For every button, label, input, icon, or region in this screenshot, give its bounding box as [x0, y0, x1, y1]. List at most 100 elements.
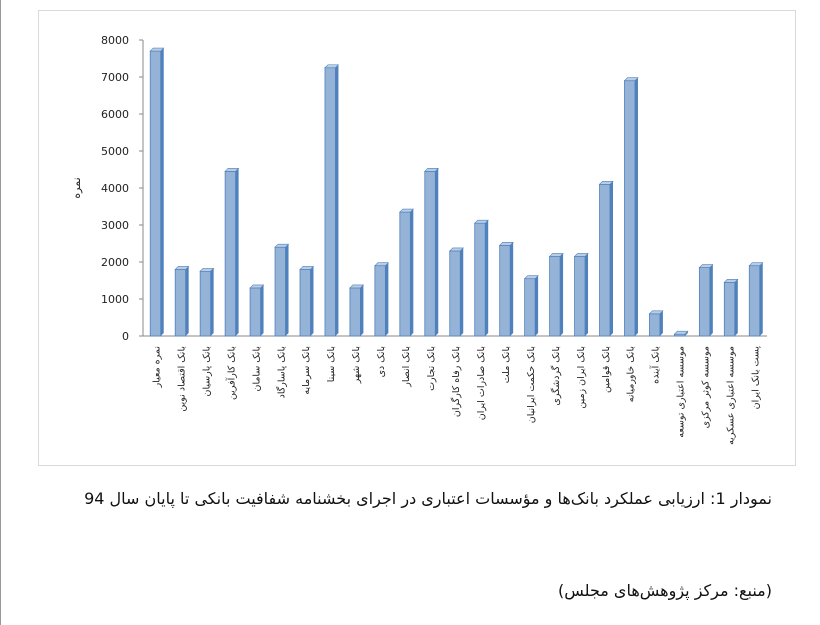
bar-top [449, 247, 464, 252]
x-tick-label: بانک قوامین [601, 346, 612, 393]
y-tick-label: 1000 [101, 293, 129, 306]
y-tick-label: 0 [122, 330, 129, 343]
source: (منبع: مرکز پژوهش‌های مجلس) [558, 581, 772, 600]
bar-top [299, 266, 315, 270]
x-tick-label: بانک اقتصاد نوین [176, 346, 187, 412]
bar-top [548, 253, 564, 257]
x-tick-label: موسسه کوثر مرکزی [701, 346, 712, 428]
y-axis-label: نمره [70, 177, 83, 198]
bar [474, 222, 486, 337]
x-tick-label: بانک آینده [649, 346, 662, 384]
bar [574, 256, 586, 337]
bar [748, 265, 761, 337]
bar-side [734, 279, 738, 336]
bar [349, 287, 361, 337]
bar-top [498, 242, 514, 246]
bar-side [310, 266, 314, 336]
x-tick-label: پست بانک ایران [751, 346, 762, 410]
y-tick-label: 4000 [101, 182, 129, 195]
x-tick-label: بانک خاورمیانه [626, 346, 637, 402]
bar [449, 250, 461, 337]
y-tick-label: 5000 [101, 145, 129, 158]
bar-side [560, 253, 564, 336]
bar-side [185, 266, 189, 336]
x-tick-label: بانک انصار [401, 346, 412, 388]
bar-top [349, 284, 365, 289]
y-tick-label: 7000 [101, 71, 129, 84]
bar-top [473, 219, 489, 224]
bar [224, 170, 237, 337]
bar-top [174, 266, 190, 270]
x-tick-label: بانک سرمایه [301, 346, 312, 395]
bar-side [659, 310, 663, 336]
x-tick-label: بانک دی [376, 346, 387, 377]
bar-side [759, 262, 763, 336]
bar [149, 50, 162, 337]
x-tick-label: موسسه اعتباری عسکریه [726, 346, 737, 445]
bar-side [235, 168, 239, 336]
bar-side [485, 220, 489, 336]
x-tick-label: بانک حکمت ایرانیان [526, 346, 537, 423]
x-tick-label: بانک ایران زمین [576, 346, 587, 409]
bar [624, 80, 636, 337]
bar [274, 246, 286, 337]
bar-top [573, 253, 589, 257]
x-tick-label: بانک رفاه کارگران [450, 346, 462, 417]
bar-top [374, 262, 390, 267]
bar-top [199, 267, 215, 272]
bar-top [249, 284, 265, 289]
bar-side [709, 264, 713, 336]
bar-side [160, 48, 164, 336]
bar-top [523, 275, 539, 279]
bar [599, 183, 611, 337]
caption: نمودار 1: ارزیابی عملکرد بانک‌ها و مؤسسا… [84, 489, 772, 508]
x-tick-label: بانک تجارت [426, 346, 437, 391]
x-tick-label: بانک سینا [326, 346, 337, 382]
bar-side [460, 247, 464, 336]
bar-top [324, 64, 340, 69]
bar [424, 170, 436, 337]
bar [174, 268, 187, 337]
bar-top [723, 279, 739, 283]
bar [698, 267, 711, 337]
bar-top [149, 47, 165, 52]
bar [499, 244, 511, 337]
bar-top [424, 168, 440, 172]
bar-top [623, 77, 639, 81]
y-tick-label: 8000 [101, 34, 129, 47]
chart-frame [38, 10, 796, 466]
bar-side [610, 181, 614, 336]
bar [249, 287, 261, 337]
x-tick-label: بانک گردشگری [550, 346, 562, 406]
bar-side [510, 242, 514, 336]
y-tick-label: 3000 [101, 219, 129, 232]
bar [199, 270, 212, 337]
x-tick-label: بانک سامان [251, 346, 262, 392]
x-tick-label: بانک پاسارگاد [275, 346, 287, 398]
bar [299, 268, 311, 337]
x-tick-label: بانک صادرات ایران [476, 346, 487, 420]
bar-top [224, 168, 240, 172]
x-tick-label: بانک ملت [501, 346, 512, 383]
x-tick-label: نمره معیار [151, 346, 162, 388]
bar-side [634, 77, 638, 336]
bar-side [360, 284, 364, 336]
bar-top [748, 262, 764, 267]
bar-side [260, 284, 264, 336]
bar-top [399, 208, 415, 213]
bar [324, 67, 336, 337]
bar-side [410, 209, 414, 336]
x-tick-label: بانک پارسیان [201, 346, 212, 397]
bar-top [598, 181, 614, 185]
bar [649, 313, 661, 337]
bar-top [648, 310, 664, 315]
bar-side [535, 275, 539, 336]
bar-side [585, 253, 589, 336]
bar-top [274, 243, 290, 248]
chart: نمره 0 1000 2000 3000 4000 5000 6000 7000 8000 نم… [38, 10, 796, 466]
bar [374, 265, 386, 337]
bar-top [698, 264, 714, 268]
bar [524, 278, 536, 337]
bar-side [684, 331, 688, 336]
bar-side [285, 244, 289, 336]
